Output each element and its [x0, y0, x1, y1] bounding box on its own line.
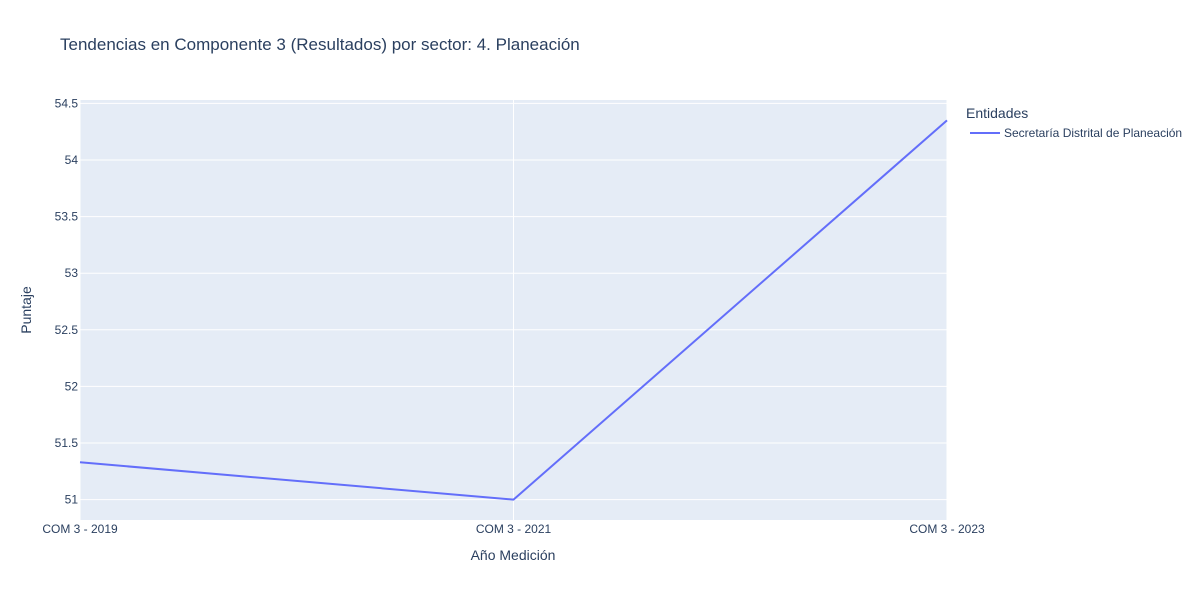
data-point[interactable]	[944, 117, 950, 123]
chart-title: Tendencias en Componente 3 (Resultados) …	[60, 35, 580, 54]
y-tick-label: 51	[65, 493, 79, 507]
series-line[interactable]	[79, 119, 948, 501]
x-tick-label: COM 3 - 2019	[42, 522, 118, 536]
y-tick-label: 54.5	[55, 96, 79, 110]
legend-title: Entidades	[966, 105, 1028, 121]
legend-item-label[interactable]: Secretaría Distrital de Planeación	[1004, 126, 1182, 140]
y-tick-label: 51.5	[55, 436, 79, 450]
y-tick-label: 54	[65, 153, 79, 167]
y-axis-ticks: 51 51.5 52 52.5 53 53.5 54 54.5	[55, 96, 79, 506]
x-tick-label: COM 3 - 2021	[476, 522, 552, 536]
y-tick-label: 53	[65, 266, 79, 280]
y-tick-label: 52	[65, 379, 79, 393]
legend: Entidades Secretaría Distrital de Planea…	[966, 105, 1182, 140]
data-point[interactable]	[511, 497, 517, 503]
x-tick-label: COM 3 - 2023	[909, 522, 985, 536]
x-axis-label: Año Medición	[471, 547, 556, 563]
y-tick-label: 52.5	[55, 323, 79, 337]
x-axis-ticks: COM 3 - 2019 COM 3 - 2021 COM 3 - 2023	[42, 522, 985, 536]
y-tick-label: 53.5	[55, 210, 79, 224]
grid-lines	[79, 100, 948, 520]
data-point[interactable]	[77, 459, 83, 465]
y-axis-label: Puntaje	[18, 286, 34, 334]
series-layer	[77, 117, 950, 503]
